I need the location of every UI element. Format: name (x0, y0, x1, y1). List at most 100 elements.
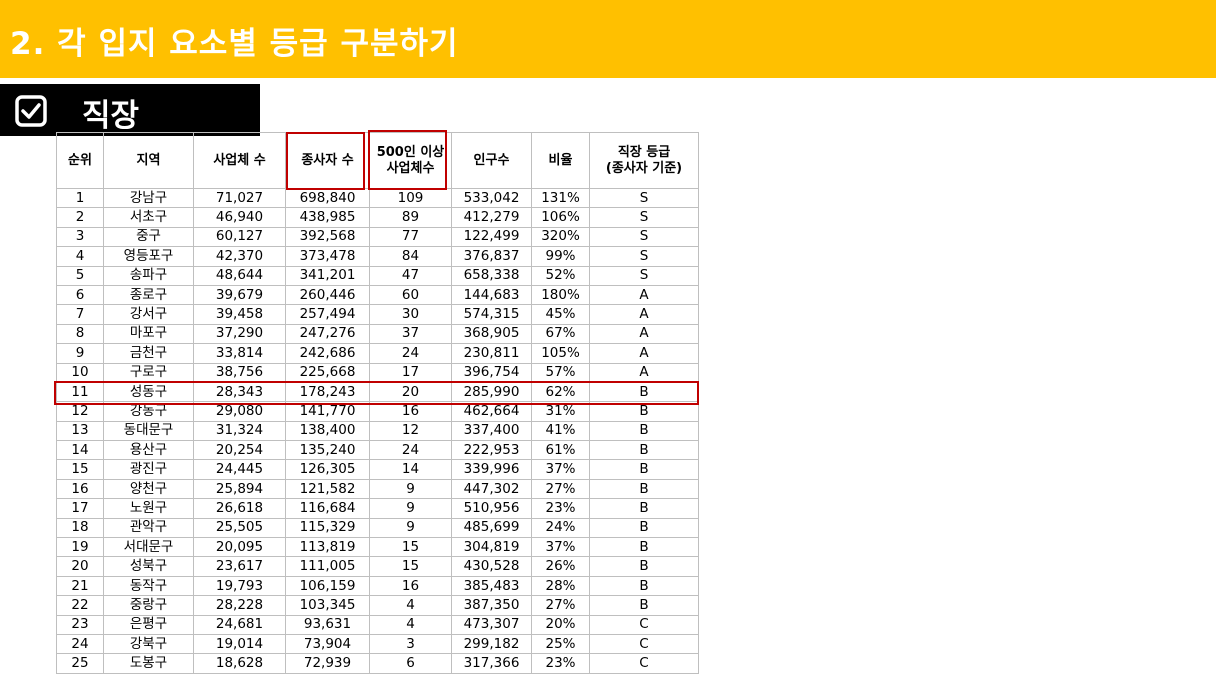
rank-cell: 1 (56, 187, 104, 209)
business-count-cell: 26,618 (193, 498, 286, 519)
title-bar: 2. 각 입지 요소별 등급 구분하기 (0, 0, 1216, 78)
business-count-cell: 48,644 (193, 265, 286, 286)
rank-cell: 2 (56, 207, 104, 228)
rank-cell: 15 (56, 459, 104, 480)
business-count-cell: 28,228 (193, 595, 286, 616)
large-business-cell: 37 (369, 323, 452, 345)
region-cell: 강서구 (103, 304, 194, 325)
grade-cell: B (589, 595, 699, 616)
grade-cell: A (589, 284, 699, 306)
large-business-cell: 9 (369, 517, 452, 539)
large-business-cell: 3 (369, 633, 452, 655)
ratio-cell: 45% (531, 304, 590, 325)
table-row: 25 도봉구 18,628 72,939 6 317,366 23% C (56, 653, 699, 674)
region-cell: 구로구 (103, 362, 194, 383)
region-cell: 도봉구 (103, 653, 194, 674)
header-rank: 순위 (56, 132, 104, 189)
ratio-cell: 28% (531, 575, 590, 597)
table-row: 4 영등포구 42,370 373,478 84 376,837 99% S (56, 246, 699, 267)
region-cell: 동작구 (103, 575, 194, 597)
grade-cell: B (589, 478, 699, 500)
business-count-cell: 25,505 (193, 517, 286, 539)
business-count-cell: 29,080 (193, 401, 286, 422)
ratio-cell: 131% (531, 187, 590, 209)
table-row: 24 강북구 19,014 73,904 3 299,182 25% C (56, 633, 699, 655)
rank-cell: 19 (56, 537, 104, 558)
employee-count-cell: 178,243 (285, 381, 370, 403)
grade-cell: A (589, 362, 699, 383)
employee-count-cell: 103,345 (285, 595, 370, 616)
region-cell: 송파구 (103, 265, 194, 286)
ratio-cell: 180% (531, 284, 590, 306)
employee-count-cell: 72,939 (285, 653, 370, 674)
table-row: 17 노원구 26,618 116,684 9 510,956 23% B (56, 498, 699, 519)
rank-cell: 3 (56, 226, 104, 248)
rank-cell: 18 (56, 517, 104, 539)
table-body: 1 강남구 71,027 698,840 109 533,042 131% S 2 서초구 46,9… (56, 187, 699, 674)
table-row: 21 동작구 19,793 106,159 16 385,483 28% B (56, 575, 699, 597)
rank-cell: 7 (56, 304, 104, 325)
rank-cell: 12 (56, 401, 104, 422)
employee-count-cell: 698,840 (285, 187, 370, 209)
rank-cell: 5 (56, 265, 104, 286)
business-count-cell: 60,127 (193, 226, 286, 248)
ratio-cell: 26% (531, 556, 590, 577)
large-business-cell: 4 (369, 595, 452, 616)
header-business-count: 사업체 수 (193, 132, 286, 189)
population-cell: 385,483 (451, 575, 532, 597)
large-business-cell: 17 (369, 362, 452, 383)
table-row: 3 중구 60,127 392,568 77 122,499 320% S (56, 226, 699, 248)
rank-cell: 16 (56, 478, 104, 500)
table-row: 5 송파구 48,644 341,201 47 658,338 52% S (56, 265, 699, 286)
table-row: 2 서초구 46,940 438,985 89 412,279 106% S (56, 207, 699, 228)
grade-cell: B (589, 537, 699, 558)
rank-cell: 22 (56, 595, 104, 616)
employee-count-cell: 141,770 (285, 401, 370, 422)
ratio-cell: 27% (531, 478, 590, 500)
business-count-cell: 31,324 (193, 420, 286, 442)
grade-cell: C (589, 653, 699, 674)
employee-count-cell: 438,985 (285, 207, 370, 228)
rank-cell: 9 (56, 343, 104, 364)
region-cell: 관악구 (103, 517, 194, 539)
region-cell: 마포구 (103, 323, 194, 345)
business-count-cell: 37,290 (193, 323, 286, 345)
table-row: 23 은평구 24,681 93,631 4 473,307 20% C (56, 614, 699, 635)
large-business-cell: 109 (369, 187, 452, 209)
population-cell: 230,811 (451, 343, 532, 364)
header-population: 인구수 (451, 132, 532, 189)
large-business-cell: 9 (369, 498, 452, 519)
population-cell: 222,953 (451, 440, 532, 461)
grade-cell: C (589, 633, 699, 655)
population-cell: 144,683 (451, 284, 532, 306)
rank-cell: 24 (56, 633, 104, 655)
region-cell: 서초구 (103, 207, 194, 228)
business-count-cell: 25,894 (193, 478, 286, 500)
employee-count-cell: 73,904 (285, 633, 370, 655)
ratio-cell: 105% (531, 343, 590, 364)
region-cell: 중랑구 (103, 595, 194, 616)
business-count-cell: 23,617 (193, 556, 286, 577)
region-cell: 영등포구 (103, 246, 194, 267)
rank-cell: 11 (56, 381, 104, 403)
employee-count-cell: 116,684 (285, 498, 370, 519)
ratio-cell: 57% (531, 362, 590, 383)
grade-cell: S (589, 207, 699, 228)
population-cell: 299,182 (451, 633, 532, 655)
header-ratio: 비율 (531, 132, 590, 189)
ratio-cell: 24% (531, 517, 590, 539)
employee-count-cell: 242,686 (285, 343, 370, 364)
employee-count-cell: 111,005 (285, 556, 370, 577)
rank-cell: 8 (56, 323, 104, 345)
rank-cell: 21 (56, 575, 104, 597)
region-cell: 서대문구 (103, 537, 194, 558)
large-business-cell: 15 (369, 556, 452, 577)
rank-cell: 25 (56, 653, 104, 674)
employee-count-cell: 225,668 (285, 362, 370, 383)
population-cell: 304,819 (451, 537, 532, 558)
grade-cell: S (589, 226, 699, 248)
rank-cell: 4 (56, 246, 104, 267)
grade-cell: B (589, 381, 699, 403)
employee-count-cell: 93,631 (285, 614, 370, 635)
region-cell: 광진구 (103, 459, 194, 480)
